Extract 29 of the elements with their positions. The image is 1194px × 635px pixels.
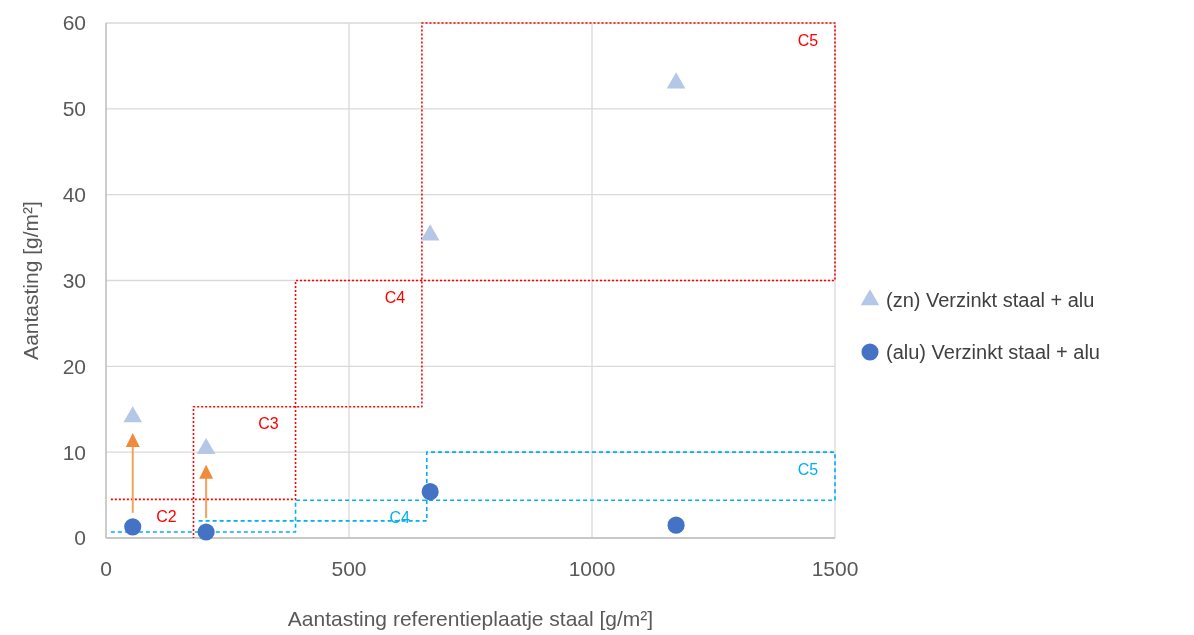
y-tick-label: 30	[62, 268, 86, 292]
x-axis-title: Aantasting referentieplaatje staal [g/m²]	[287, 607, 654, 630]
y-tick-label: 40	[62, 183, 86, 207]
y-tick-label: 0	[74, 526, 86, 550]
y-tick-label: 10	[62, 440, 86, 464]
y-tick-label: 20	[62, 354, 86, 378]
point	[666, 72, 686, 89]
y-axis-title: Aantasting [g/m²]	[19, 201, 42, 360]
annotation: C3	[258, 415, 279, 433]
annotation: C2	[156, 507, 177, 525]
point	[124, 518, 142, 536]
point	[123, 406, 143, 423]
x-tick-label: 1000	[568, 557, 616, 580]
point	[197, 523, 215, 541]
legend-label: (zn) Verzinkt staal + alu	[886, 289, 1095, 311]
y-tick-label: 50	[62, 97, 86, 121]
line-series	[110, 451, 836, 533]
y-tick-label: 60	[62, 11, 86, 35]
legend-label: (alu) Verzinkt staal + alu	[886, 341, 1100, 363]
point	[420, 224, 440, 241]
annotation: C5	[797, 460, 819, 478]
annotation: C4	[389, 508, 411, 526]
point	[667, 516, 685, 534]
x-tick-label: 1500	[811, 557, 859, 580]
annotation: C5	[797, 31, 819, 49]
annotation: C4	[384, 289, 406, 307]
x-tick-label: 0	[100, 557, 112, 580]
x-tick-label: 500	[331, 557, 367, 580]
point	[421, 483, 439, 501]
